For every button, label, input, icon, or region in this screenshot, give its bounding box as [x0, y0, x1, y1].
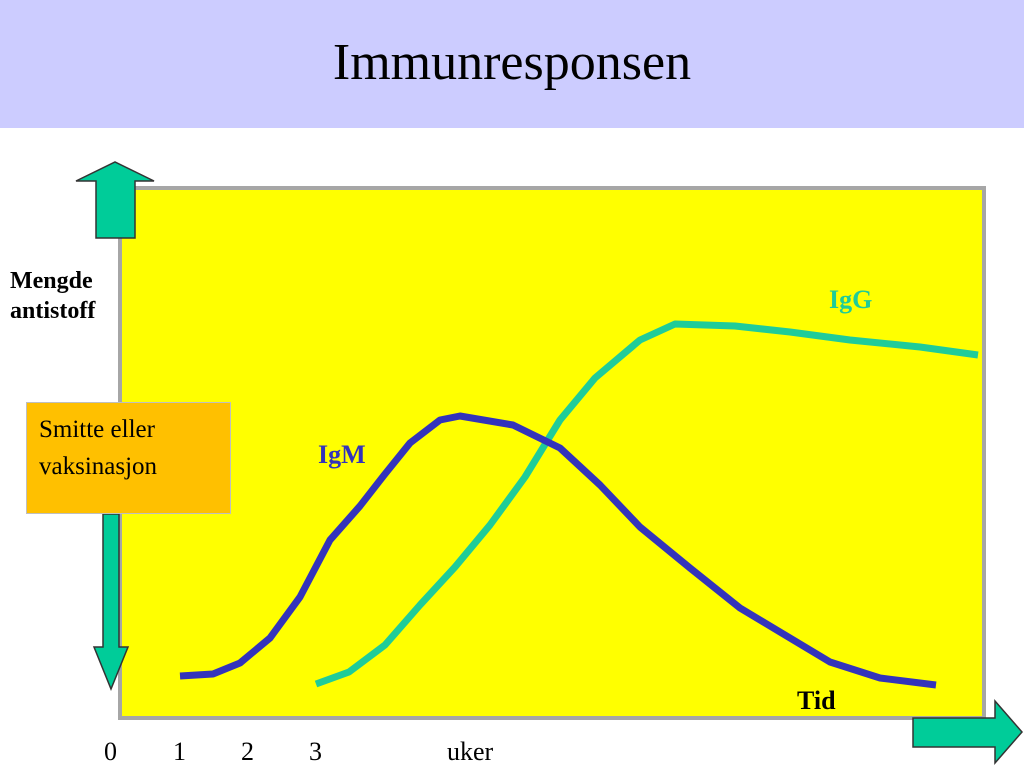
igm-curve — [179, 412, 937, 689]
x-tick-3: 3 — [309, 737, 322, 766]
x-tick-1: 1 — [173, 737, 186, 766]
right-arrow-icon — [912, 698, 1023, 766]
down-arrow-icon — [92, 513, 130, 691]
igg-label: IgG — [829, 285, 873, 314]
y-axis-label-line-1: Mengde — [10, 268, 93, 294]
title-bar — [0, 0, 1024, 128]
x-tick-0: 0 — [104, 737, 117, 766]
slide-title: Immunresponsen — [332, 34, 692, 91]
x-tick-unit: uker — [447, 737, 494, 766]
x-tick-2: 2 — [241, 737, 254, 766]
event-box-line-2: vaksinasjon — [39, 453, 158, 480]
event-box: Smitte eller vaksinasjon — [26, 402, 231, 514]
up-arrow-icon — [75, 161, 155, 239]
igg-curve — [314, 320, 979, 688]
igm-label: IgM — [318, 440, 366, 469]
x-axis-label: Tid — [797, 686, 836, 715]
y-axis-label: Mengde antistoff — [10, 266, 95, 326]
y-axis-label-line-2: antistoff — [10, 298, 96, 324]
event-box-line-1: Smitte eller — [39, 416, 155, 443]
